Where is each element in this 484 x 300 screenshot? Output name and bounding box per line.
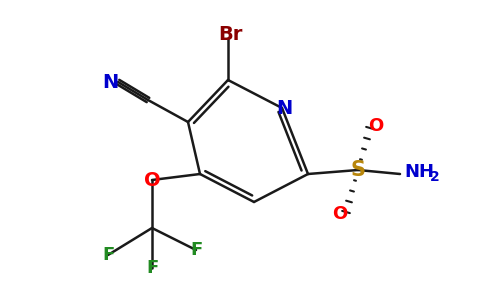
Text: O: O <box>368 117 384 135</box>
Text: Br: Br <box>218 25 242 44</box>
Text: O: O <box>144 170 160 190</box>
Text: S: S <box>350 160 365 180</box>
Text: N: N <box>276 98 292 118</box>
Text: 2: 2 <box>430 170 440 184</box>
Text: NH: NH <box>404 163 434 181</box>
Text: F: F <box>102 246 114 264</box>
Text: F: F <box>146 259 158 277</box>
Text: N: N <box>102 73 118 92</box>
Text: O: O <box>333 205 348 223</box>
Text: F: F <box>190 241 202 259</box>
